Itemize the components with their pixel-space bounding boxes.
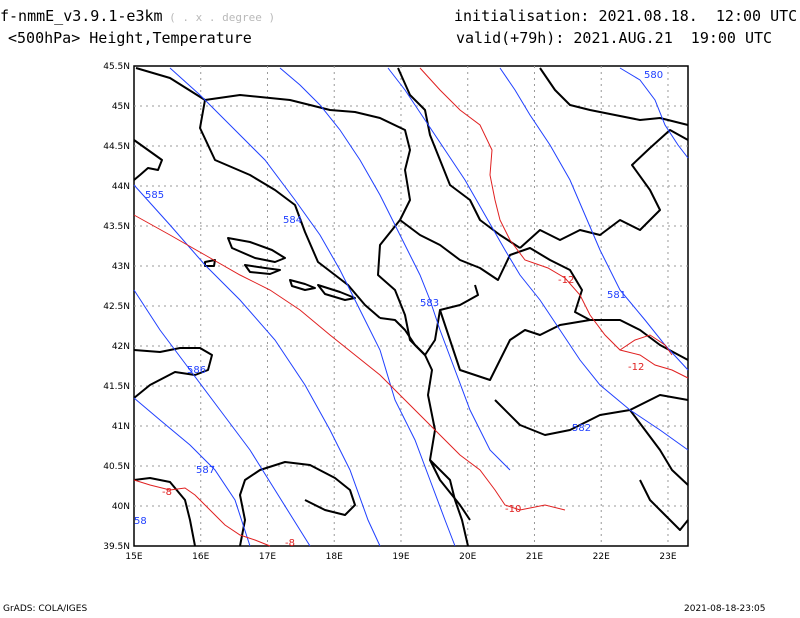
lon-tick-label: 17E: [259, 552, 276, 562]
temperature-label: -12: [628, 362, 644, 373]
coast-italy-heel: [133, 477, 196, 547]
coast-islands-3: [244, 264, 281, 275]
coast-greece-east: [629, 409, 689, 486]
lon-tick-label: 15E: [125, 552, 142, 562]
lon-tick-label: 18E: [326, 552, 343, 562]
coast-dalmatia: [133, 139, 163, 181]
height-label: 582: [572, 423, 591, 434]
lat-tick-label: 45.5N: [103, 62, 130, 72]
height-contour-labels: 580 585 584 583 581 586 582 587 58: [134, 70, 663, 527]
lon-tick-label: 21E: [526, 552, 543, 562]
lat-tick-label: 41N: [112, 422, 130, 432]
lat-tick-label: 41.5N: [103, 382, 130, 392]
lat-tick-label: 42N: [112, 342, 130, 352]
coast-islands-4: [289, 279, 316, 291]
temperature-contour-line: [419, 67, 689, 379]
height-contour-line: [387, 67, 689, 451]
height-contour-line: [279, 67, 511, 471]
temperature-label: -12: [558, 275, 574, 286]
coast-albania: [429, 459, 469, 547]
render-timestamp: 2021-08-18-23:05: [684, 604, 766, 614]
lon-tick-label: 20E: [459, 552, 476, 562]
coast-aegean: [639, 479, 689, 531]
lat-tick-label: 43.5N: [103, 222, 130, 232]
lat-tick-label: 43N: [112, 262, 130, 272]
valid-value: 2021.AUG.21 19:00 UTC: [573, 29, 773, 47]
height-contours: [133, 67, 689, 547]
height-contour-line: [499, 67, 689, 371]
init-value: 2021.08.18. 12:00 UTC: [598, 7, 798, 25]
border-albania-north: [424, 354, 471, 521]
height-label: 586: [187, 365, 206, 376]
init-label: initialisation:: [454, 7, 590, 25]
border-kosovo-serbia: [399, 219, 591, 321]
lat-tick-label: 39.5N: [103, 542, 130, 552]
border-montenegro: [379, 284, 479, 356]
height-label: 583: [420, 298, 439, 309]
lon-tick-label: 22E: [593, 552, 610, 562]
grid-lines: [134, 66, 688, 546]
temperature-contour-line: [133, 479, 271, 547]
lat-tick-label: 40.5N: [103, 462, 130, 472]
height-contour-line: [169, 67, 456, 547]
border-serbia-east: [397, 67, 521, 249]
border-macedonia: [439, 309, 689, 381]
model-title: f-nmmE_v3.9.1-e3km ( . x . degree ): [0, 7, 275, 27]
height-label: 58: [134, 516, 147, 527]
border-greece: [494, 394, 689, 436]
temperature-contour-labels: -12 -12 -10 -8 -8: [162, 275, 644, 549]
model-name: f-nmmE_v3.9.1-e3km: [0, 7, 163, 25]
field-title: <500hPa> Height,Temperature: [8, 29, 252, 47]
height-label: 580: [644, 70, 663, 81]
height-contour-line: [133, 289, 311, 547]
height-contour-line: [619, 67, 689, 159]
border-bulgaria: [519, 129, 689, 249]
temperature-label: -8: [285, 538, 295, 549]
coast-islands-1: [227, 237, 286, 263]
model-resolution: ( . x . degree ): [162, 11, 276, 24]
initialisation-line: initialisation: 2021.08.18. 12:00 UTC: [454, 7, 797, 25]
temperature-label: -8: [162, 487, 172, 498]
border-bulgaria-north: [539, 67, 689, 126]
coast-islands-5: [317, 284, 356, 301]
lat-tick-label: 45N: [112, 102, 130, 112]
height-label: 585: [145, 190, 164, 201]
grads-credit: GrADS: COLA/IGES: [3, 604, 88, 614]
temperature-label: -10: [505, 504, 521, 515]
height-label: 587: [196, 465, 215, 476]
coast-italy-heel2: [239, 461, 356, 547]
lon-tick-label: 19E: [392, 552, 409, 562]
border-drina: [377, 219, 426, 356]
border-north: [135, 67, 381, 319]
border-sava: [204, 94, 411, 221]
axis-ticks: 15E 16E 17E 18E 19E 20E 21E 22E 23E 39.5N 40N 40.5N…: [103, 62, 677, 562]
temperature-contour-line: [133, 214, 566, 511]
lat-tick-label: 44N: [112, 182, 130, 192]
height-label: 581: [607, 290, 626, 301]
coast-islands-2: [204, 259, 216, 267]
temperature-contour-line: [619, 334, 673, 356]
country-borders: [133, 67, 689, 547]
lat-tick-label: 40N: [112, 502, 130, 512]
valid-label: valid(+79h):: [456, 29, 565, 47]
lon-tick-label: 16E: [192, 552, 209, 562]
height-contour-line: [133, 397, 251, 547]
valid-time-line: valid(+79h): 2021.AUG.21 19:00 UTC: [456, 29, 772, 47]
coast-italy: [133, 347, 213, 399]
lon-tick-label: 23E: [659, 552, 676, 562]
lat-tick-label: 42.5N: [103, 302, 130, 312]
temperature-contours: [133, 67, 689, 547]
height-label: 584: [283, 215, 302, 226]
lat-tick-label: 44.5N: [103, 142, 130, 152]
